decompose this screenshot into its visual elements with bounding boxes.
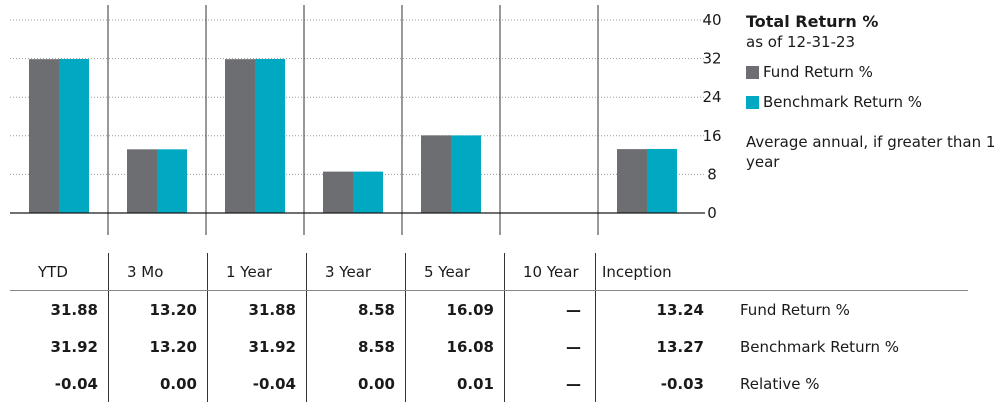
cell: -0.04 xyxy=(207,365,307,402)
cell: 0.00 xyxy=(108,365,208,402)
returns-table: YTD 3 Mo 1 Year 3 Year 5 Year 10 Year In… xyxy=(10,253,968,402)
cell: 13.24 xyxy=(656,300,704,319)
chart-subtitle: as of 12-31-23 xyxy=(746,33,856,51)
bar-benchmark xyxy=(157,149,187,213)
cell: 13.20 xyxy=(108,328,208,365)
bar-fund xyxy=(127,149,157,213)
bar-fund xyxy=(225,59,255,213)
legend-label-fund: Fund Return % xyxy=(763,63,873,81)
cell: 0.00 xyxy=(306,365,406,402)
bar-fund xyxy=(617,149,647,213)
legend-swatch-fund xyxy=(746,65,759,79)
bar-fund xyxy=(421,135,451,213)
y-tick-label: 8 xyxy=(707,165,717,183)
bar-benchmark xyxy=(59,58,89,214)
cell: -0.03 xyxy=(660,374,704,393)
bar-fund xyxy=(323,171,353,213)
chart-note: Average annual, if greater than 1 year xyxy=(746,133,996,171)
bar-fund xyxy=(29,59,59,213)
header-10year: 10 Year xyxy=(504,253,596,291)
legend-swatch-benchmark xyxy=(746,95,759,109)
cell: 31.92 xyxy=(10,328,109,365)
cell: -0.04 xyxy=(10,365,109,402)
header-label xyxy=(714,253,968,291)
chart-title: Total Return % xyxy=(746,12,879,31)
cell: 31.88 xyxy=(207,290,307,328)
y-tick-label: 32 xyxy=(702,50,721,68)
cell: 13.20 xyxy=(108,290,208,328)
bar-benchmark xyxy=(255,58,285,214)
row-label: Benchmark Return % xyxy=(740,337,900,356)
cell: — xyxy=(504,328,596,365)
bar-benchmark xyxy=(353,171,383,213)
cell: 16.08 xyxy=(405,328,505,365)
cell: 8.58 xyxy=(306,290,406,328)
y-tick-label: 40 xyxy=(702,11,721,29)
cell: 31.88 xyxy=(10,290,109,328)
cell: — xyxy=(504,365,596,402)
table-header-row: YTD 3 Mo 1 Year 3 Year 5 Year 10 Year In… xyxy=(10,253,968,291)
header-5year: 5 Year xyxy=(405,253,505,291)
legend-item-benchmark: Benchmark Return % xyxy=(746,92,1001,112)
header-3mo: 3 Mo xyxy=(108,253,208,291)
legend-label-benchmark: Benchmark Return % xyxy=(763,93,923,111)
bar-benchmark xyxy=(647,148,677,213)
cell: 16.09 xyxy=(405,290,505,328)
table-row: 31.88 13.20 31.88 8.58 16.09 — 13.24 Fun… xyxy=(10,290,968,328)
header-1year: 1 Year xyxy=(207,253,307,291)
header-ytd: YTD xyxy=(10,253,109,291)
row-label: Relative % xyxy=(740,374,820,393)
cell: — xyxy=(504,290,596,328)
cell: 0.01 xyxy=(405,365,505,402)
header-3year: 3 Year xyxy=(306,253,406,291)
header-inception: Inception xyxy=(595,253,714,291)
cell: 8.58 xyxy=(306,328,406,365)
bar-benchmark xyxy=(451,135,481,213)
y-tick-label: 0 xyxy=(707,204,717,222)
legend-item-fund: Fund Return % xyxy=(746,62,1001,82)
row-label: Fund Return % xyxy=(740,300,850,319)
chart-legend: Total Return % as of 12-31-23 Fund Retur… xyxy=(746,12,1001,172)
cell: 13.27 xyxy=(656,337,704,356)
cell: 31.92 xyxy=(207,328,307,365)
table-row: -0.04 0.00 -0.04 0.00 0.01 — -0.03 Relat… xyxy=(10,365,968,402)
table-row: 31.92 13.20 31.92 8.58 16.08 — 13.27 Ben… xyxy=(10,328,968,365)
bar-chart: 40 32 24 16 8 0 xyxy=(10,5,722,235)
y-tick-label: 24 xyxy=(702,88,721,106)
y-tick-label: 16 xyxy=(702,127,721,145)
